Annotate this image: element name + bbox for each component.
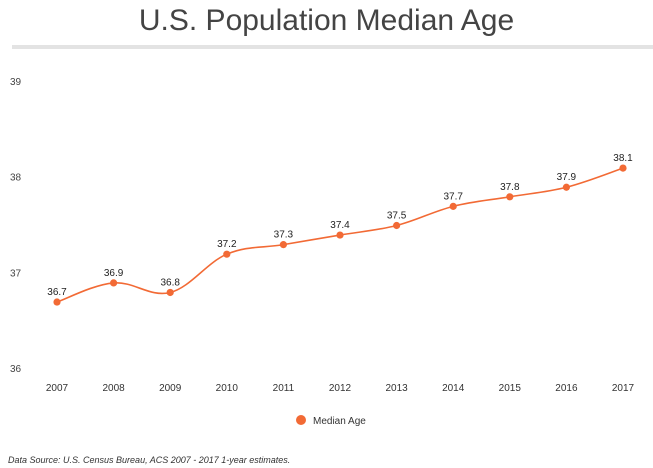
- data-label: 37.7: [443, 191, 463, 202]
- x-tick-label: 2014: [442, 383, 465, 394]
- data-label: 37.8: [500, 182, 520, 193]
- x-tick-label: 2015: [499, 383, 522, 394]
- x-tick-label: 2010: [216, 383, 239, 394]
- x-tick-label: 2013: [385, 383, 408, 394]
- y-tick-label: 37: [10, 268, 22, 279]
- x-tick-label: 2017: [612, 383, 635, 394]
- chart-title: U.S. Population Median Age: [138, 4, 515, 37]
- x-axis: 2007 2008 2009 2010 2011 2012 2013 2014 2015 2016…: [46, 383, 635, 394]
- data-point: [506, 193, 514, 201]
- data-labels: 36.7 36.9 36.8 37.2 37.3 37.4 37.5 37.7 37.8 37.9…: [47, 153, 633, 298]
- data-point: [619, 164, 627, 172]
- data-point: [336, 231, 344, 239]
- x-tick-label: 2016: [555, 383, 578, 394]
- data-source-note: Data Source: U.S. Census Bureau, ACS 200…: [8, 455, 291, 465]
- data-label: 37.3: [274, 230, 294, 241]
- legend-marker: [296, 415, 306, 425]
- y-tick-label: 39: [10, 77, 22, 88]
- x-tick-label: 2011: [273, 383, 295, 394]
- data-label: 36.8: [160, 277, 180, 288]
- legend: Median Age: [296, 415, 366, 427]
- data-point: [166, 288, 174, 297]
- data-label: 38.1: [613, 153, 633, 164]
- data-point: [223, 250, 231, 258]
- data-points: [53, 164, 627, 306]
- data-label: 37.9: [557, 172, 577, 183]
- x-tick-label: 2009: [159, 383, 182, 394]
- data-point: [562, 183, 571, 191]
- data-label: 37.5: [387, 211, 407, 222]
- data-label: 36.9: [104, 268, 124, 279]
- y-axis: 36 37 38 39: [10, 77, 22, 375]
- y-tick-label: 38: [10, 173, 22, 184]
- data-label: 37.4: [330, 220, 350, 231]
- data-label: 37.2: [217, 239, 237, 250]
- legend-label: Median Age: [313, 416, 366, 427]
- x-tick-label: 2008: [102, 383, 125, 394]
- data-point: [279, 241, 287, 249]
- x-tick-label: 2007: [46, 383, 69, 394]
- y-tick-label: 36: [10, 364, 22, 375]
- data-point: [393, 221, 401, 230]
- data-label: 36.7: [47, 287, 67, 298]
- title-divider: [12, 45, 653, 49]
- x-tick-label: 2012: [329, 383, 352, 394]
- data-point: [53, 298, 61, 306]
- data-point: [110, 279, 118, 287]
- data-point: [449, 202, 457, 210]
